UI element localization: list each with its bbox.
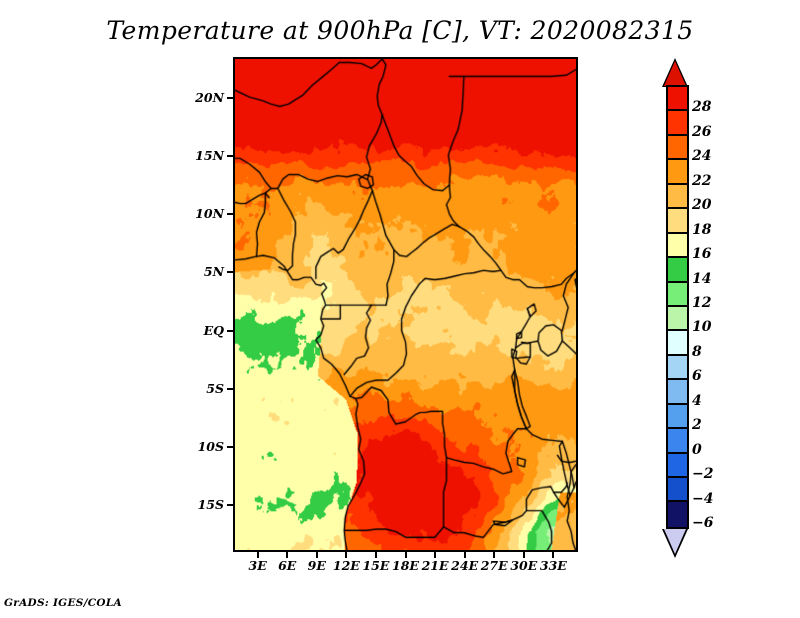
colorbar-tick-label: 18 [692,221,712,238]
x-axis-label: 15E [362,558,390,573]
x-axis-tick [434,552,437,558]
colorbar-tick-label: 24 [692,148,712,165]
y-axis-label: 15N [195,148,224,163]
grads-credit: GrADS: IGES/COLA [4,597,122,609]
y-axis-label: 5S [206,380,224,396]
x-axis-label: 3E [248,558,267,573]
y-axis-tick [227,504,233,507]
y-axis-tick [227,329,233,332]
colorbar-band [668,478,687,503]
colorbar-over-arrow [664,61,686,86]
page-title: Temperature at 900hPa [C], VT: 202008231… [106,16,694,45]
x-axis-tick [522,552,525,558]
y-axis-label: 15S [197,497,224,513]
colorbar-tick-label: 12 [692,295,712,311]
colorbar-band [668,429,687,454]
y-axis-tick [227,155,233,157]
colorbar-band [668,380,687,405]
x-axis-label: 24E [451,558,479,573]
colorbar-tick-label: 2 [692,417,702,434]
colorbar-tick-label: 26 [692,123,712,140]
y-axis-tick [227,213,233,216]
colorbar-band [668,209,687,234]
y-axis-tick [227,271,233,274]
y-axis-tick [227,446,233,449]
y-axis-label: 10N [195,206,224,222]
x-axis-tick [463,552,466,558]
colorbar [666,85,689,529]
colorbar-tick-label: 6 [692,368,702,385]
colorbar-tick-label: 16 [692,246,712,263]
colorbar-band [668,453,687,478]
colorbar-tick-label: 0 [692,441,702,458]
x-axis-label: 12E [332,558,360,573]
y-axis-label: 5N [203,264,224,280]
x-axis-label: 9E [307,558,326,573]
colorbar-band [668,282,687,307]
x-axis-tick [286,552,289,558]
x-axis-label: 18E [392,558,419,573]
colorbar-tick-label: −6 [692,515,714,531]
colorbar-band [668,160,687,185]
x-axis-tick [404,552,407,558]
colorbar-band [668,135,687,161]
colorbar-tick-label: 20 [692,197,712,214]
colorbar-band [668,184,687,210]
colorbar-band [668,233,687,259]
colorbar-tick-label: 4 [692,392,702,409]
temperature-field-canvas [235,59,576,550]
x-axis-tick [493,552,496,558]
colorbar-tick-label: 22 [692,172,712,189]
colorbar-band [668,355,687,381]
colorbar-band [668,331,687,356]
y-axis-label: 10S [197,439,224,455]
colorbar-tick-label: 14 [692,270,712,287]
colorbar-band [668,502,687,527]
colorbar-tick-label: −2 [692,466,714,483]
colorbar-band [668,87,687,112]
x-axis-label: 21E [421,558,449,573]
x-axis-tick [345,552,348,558]
x-axis-tick [315,552,318,558]
colorbar-tick-label: 10 [692,319,712,336]
y-axis-label: 20N [195,89,224,105]
x-axis-label: 6E [278,558,297,573]
colorbar-under-arrow [664,529,686,554]
colorbar-band [668,404,687,430]
x-axis-label: 27E [480,558,508,573]
x-axis-tick [374,552,377,558]
x-axis-label: 33E [539,558,567,573]
colorbar-tick-label: 28 [692,99,712,116]
colorbar-band [668,306,687,332]
y-axis-tick [227,96,233,99]
colorbar-tick-label: 8 [692,343,702,360]
colorbar-tick-label: −4 [692,490,714,507]
x-axis-tick [552,552,555,558]
x-axis-label: 30E [510,558,538,573]
x-axis-tick [256,552,259,558]
colorbar-band [668,258,687,283]
colorbar-band [668,111,687,136]
y-axis-tick [227,387,233,390]
map-plot-area [233,57,578,552]
y-axis-label: EQ [203,322,224,338]
